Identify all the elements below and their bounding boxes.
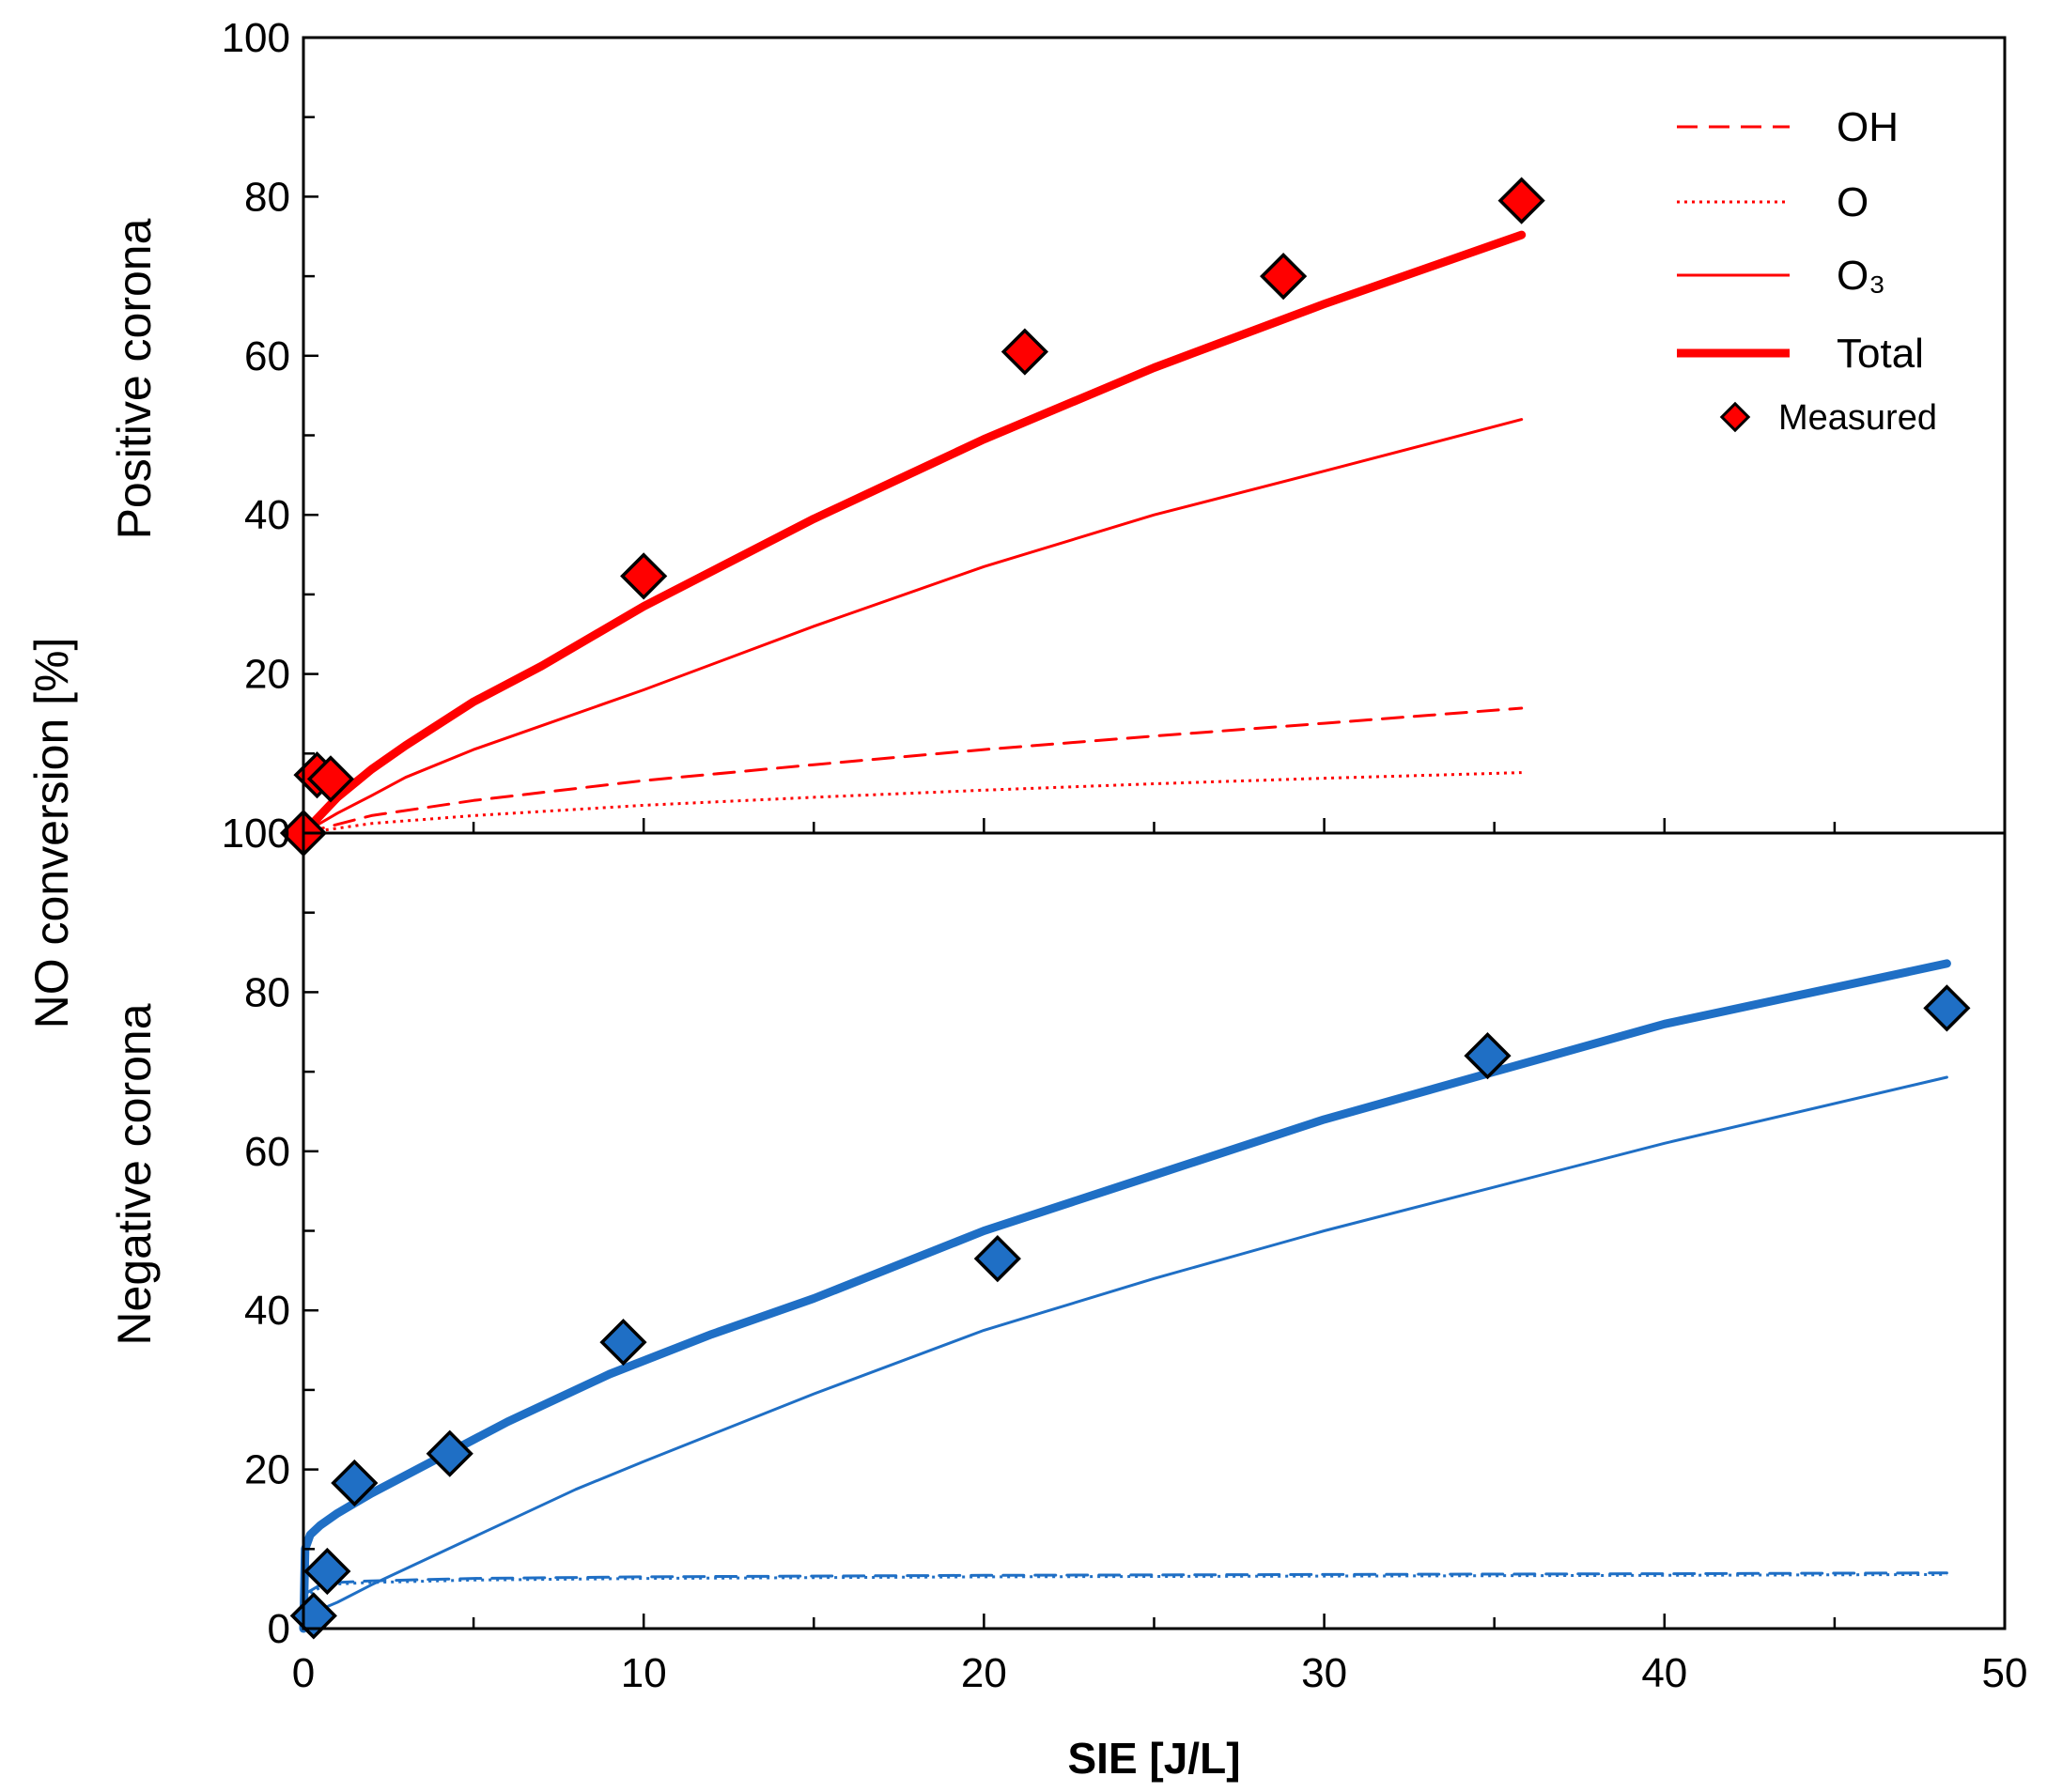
bottom-measured-point	[426, 1429, 473, 1477]
top-y-tick-label: 20	[244, 652, 290, 698]
positive-corona-label: Positive corona	[108, 218, 161, 539]
bottom-series-o-line	[302, 1075, 1948, 1618]
bottom-series-oh-line	[302, 1571, 1948, 1630]
x-tick-label: 10	[621, 1650, 667, 1696]
top-series-oh-line	[302, 706, 1524, 835]
legend: OH O O₃ Total Measured	[1677, 104, 1937, 438]
bottom-y-tick-label: 20	[244, 1447, 290, 1493]
negative-measured-markers	[289, 984, 1971, 1640]
top-measured-point	[1260, 253, 1308, 301]
x-axis-title: SIE [J/L]	[1067, 1734, 1240, 1783]
bottom-y-tick-label: 0	[268, 1606, 290, 1652]
top-y-tick-label: 80	[244, 174, 290, 220]
positive-measured-markers	[279, 177, 1545, 857]
legend-label-measured: Measured	[1778, 398, 1937, 438]
top-y-tick-label: 60	[244, 333, 290, 379]
bottom-y-tick-label: 60	[244, 1129, 290, 1175]
negative-y-tick-labels: 0 20 40 60 80	[244, 969, 290, 1652]
x-tick-labels: 0 10 20 30 40 50	[292, 1650, 2028, 1696]
top-measured-point	[620, 552, 668, 600]
legend-label-oh: OH	[1837, 104, 1899, 150]
bottom-measured-point	[1464, 1032, 1512, 1080]
legend-label-total: Total	[1837, 331, 1924, 377]
bottom-y-tick-label: 40	[244, 1288, 290, 1334]
y-axis-title: NO conversion [%]	[25, 638, 78, 1029]
top-series-o-line	[302, 771, 1522, 835]
bottom-series-total-line	[299, 959, 1951, 1633]
bottom-series-o-line	[302, 1572, 1947, 1630]
bottom-measured-point	[973, 1235, 1021, 1283]
top-y-tick-label: 40	[244, 492, 290, 538]
positive-corona-panel: 100 20 40 60 80 100 Positive corona	[108, 15, 2007, 857]
bottom-measured-point	[1923, 984, 1971, 1032]
legend-label-o: O	[1837, 179, 1869, 225]
top-y-tick-label: 100	[222, 15, 290, 61]
top-series-o-line	[302, 418, 1524, 835]
bottom-measured-point	[599, 1318, 647, 1367]
negative-axis-ticks	[303, 831, 1837, 1630]
top-measured-point	[306, 755, 355, 803]
negative-series-group	[299, 959, 1951, 1633]
top-measured-point	[1497, 177, 1545, 224]
top-y-tick-label: 100	[222, 811, 290, 857]
bottom-y-tick-label: 80	[244, 969, 290, 1015]
positive-y-tick-labels: 100 20 40 60 80 100	[222, 15, 290, 857]
x-tick-label: 0	[292, 1650, 315, 1696]
x-tick-label: 40	[1641, 1650, 1687, 1696]
bottom-measured-point	[331, 1459, 379, 1507]
negative-corona-label: Negative corona	[108, 1003, 161, 1345]
positive-series-group	[299, 230, 1527, 838]
x-tick-label: 30	[1301, 1650, 1347, 1696]
top-measured-point	[1000, 328, 1049, 376]
x-tick-label: 50	[1982, 1650, 2028, 1696]
negative-corona-panel: 0 20 40 60 80 0 10 20 30 40 50 Negative corona	[108, 831, 2028, 1696]
x-tick-label: 20	[961, 1650, 1007, 1696]
bottom-measured-point	[303, 1547, 351, 1596]
legend-swatch-measured	[1719, 401, 1751, 433]
legend-label-o3: O₃	[1837, 253, 1885, 299]
top-series-total-line	[299, 230, 1527, 838]
